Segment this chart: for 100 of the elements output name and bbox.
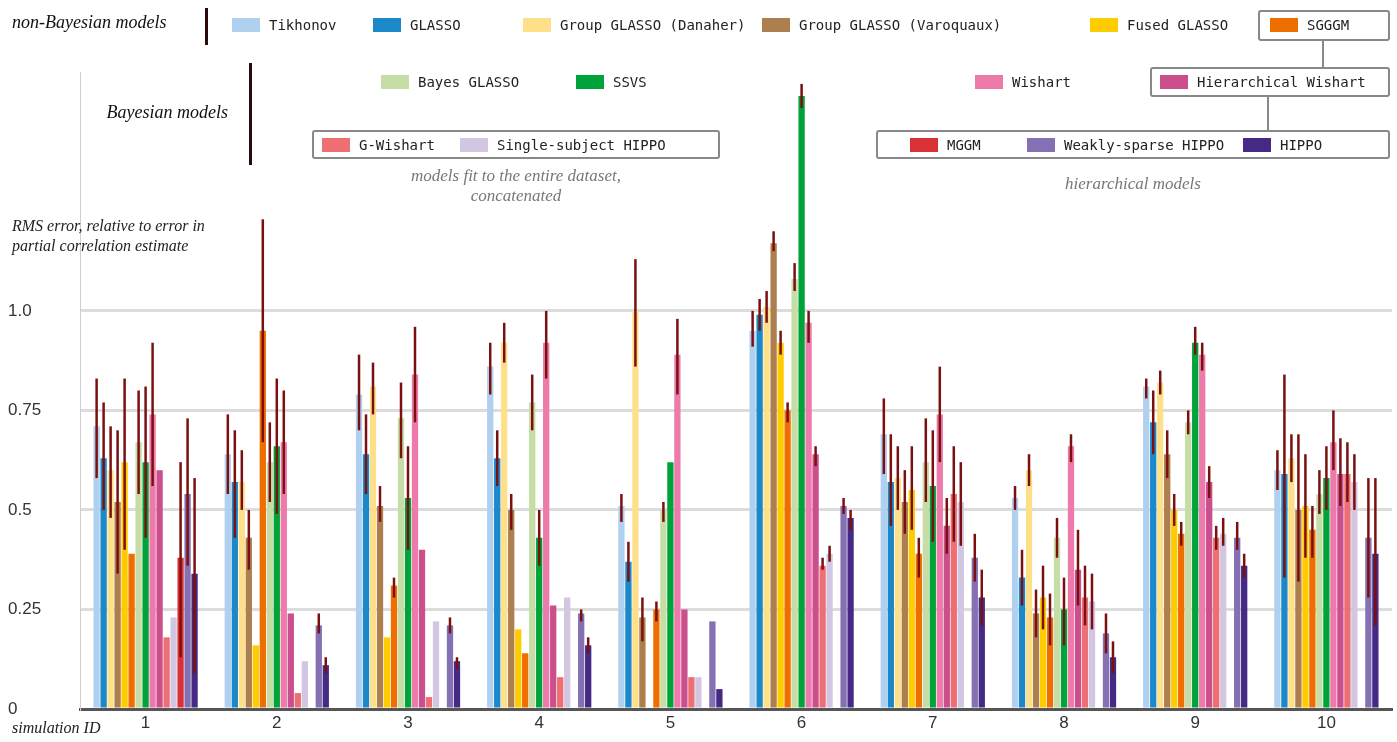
bar (1199, 354, 1206, 708)
bar (1143, 386, 1150, 708)
bar (1213, 537, 1220, 708)
bar (170, 617, 177, 708)
bar (1164, 454, 1171, 708)
bar (749, 330, 756, 708)
bar (536, 537, 543, 708)
bar (1241, 565, 1248, 708)
bar (1220, 533, 1227, 708)
bar (1323, 478, 1330, 708)
bar (1316, 494, 1323, 708)
bar (1344, 474, 1351, 708)
bar (135, 442, 142, 708)
bar (550, 605, 557, 708)
legend-label: Weakly-sparse HIPPO (1064, 137, 1225, 153)
bar (784, 410, 791, 708)
bar (632, 310, 639, 708)
bar (667, 462, 674, 708)
x-tick-label: 7 (928, 712, 938, 732)
y-tick-label: 0 (8, 698, 18, 718)
bar (224, 454, 231, 708)
bar (315, 625, 322, 708)
bar (418, 549, 426, 708)
bar (1053, 537, 1061, 708)
y-tick-label: 0.25 (8, 599, 42, 619)
bar (487, 366, 494, 708)
bar (695, 677, 702, 708)
bar (618, 505, 625, 708)
bar (1206, 482, 1213, 708)
bar (716, 689, 723, 708)
bar (578, 613, 585, 708)
bar (826, 553, 833, 708)
bar (163, 637, 170, 708)
bar (1150, 422, 1157, 708)
legend-label: Wishart (1012, 74, 1072, 90)
x-tick-label: 2 (272, 712, 282, 732)
x-tick-label: 6 (796, 712, 807, 732)
bar (936, 414, 943, 708)
bar (1234, 537, 1241, 708)
legend-label: SGGGM (1307, 17, 1350, 33)
bar (564, 597, 571, 708)
y-tick-label: 0.5 (8, 499, 32, 519)
x-tick-label: 5 (665, 712, 676, 732)
x-tick-label: 8 (1059, 712, 1069, 732)
legend-label: MGGM (947, 137, 981, 153)
bar (688, 677, 695, 708)
bar (847, 517, 854, 708)
bar (625, 561, 632, 708)
x-tick-label: 9 (1190, 712, 1200, 732)
annotation: Bayesian models (105, 102, 228, 122)
legend-label: Tikhonov (269, 17, 337, 33)
bar (446, 625, 454, 708)
bar (1192, 342, 1199, 708)
bar (901, 501, 908, 708)
legend-label: G-Wishart (359, 137, 435, 153)
bar (1171, 509, 1178, 708)
bar (93, 426, 100, 708)
x-tick-label: 1 (140, 712, 151, 732)
bar (107, 470, 114, 708)
legend-label: GLASSO (410, 17, 461, 33)
legend-label: HIPPO (1280, 137, 1323, 153)
bar (383, 637, 391, 708)
x-axis-title: simulation ID (12, 719, 105, 737)
bar (756, 314, 763, 708)
bar (819, 565, 826, 708)
bar (915, 553, 922, 708)
legend-label: Hierarchical Wishart (1197, 74, 1366, 90)
bar (376, 505, 384, 708)
bar (840, 505, 847, 708)
bar (453, 661, 461, 708)
bar (777, 342, 784, 708)
bar (585, 645, 592, 708)
bar (1337, 474, 1344, 708)
bar (894, 478, 901, 708)
bar (1067, 446, 1075, 708)
legend-label: Single-subject HIPPO (497, 137, 666, 153)
bar (805, 322, 812, 708)
legend-label: Bayes GLASSO (418, 74, 520, 90)
bar (1309, 529, 1316, 708)
y-tick-label: 0.75 (8, 400, 42, 420)
bar (681, 609, 688, 708)
bar (791, 279, 798, 708)
bar (411, 374, 419, 708)
bar (390, 585, 398, 708)
bar (287, 613, 294, 708)
bar (798, 95, 805, 708)
bar (294, 693, 301, 708)
bar (494, 458, 501, 708)
text: non-Bayesian models (12, 12, 167, 32)
bar (369, 386, 377, 708)
bar (266, 462, 273, 708)
bar (515, 629, 522, 708)
bar (1185, 422, 1192, 708)
bar (362, 454, 370, 708)
bar (922, 462, 929, 708)
bar (252, 645, 259, 708)
bar (1025, 470, 1033, 708)
bar (1351, 482, 1358, 708)
x-tick-label: 10 (1316, 712, 1336, 732)
bar (943, 525, 950, 708)
